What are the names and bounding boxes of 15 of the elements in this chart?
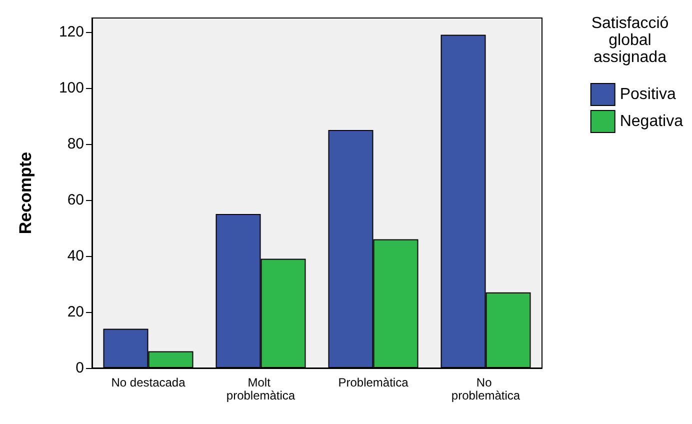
y-tick-label: 80 <box>67 136 84 152</box>
x-tick-label: No destacada <box>111 376 186 390</box>
y-tick-label: 20 <box>67 304 84 320</box>
x-tick-label: Molt problemàtica <box>226 376 296 402</box>
y-tick-label: 40 <box>67 248 84 264</box>
legend-label: Positiva <box>620 86 676 103</box>
x-tick-label: Problemàtica <box>338 376 409 390</box>
y-axis-title: Recompte <box>16 152 35 234</box>
y-tick-label: 60 <box>67 192 84 208</box>
legend-title: Satisfacció global assignada <box>591 15 669 66</box>
legend-label: Negativa <box>620 113 684 130</box>
y-tick-label: 120 <box>58 24 84 40</box>
x-tick-label: No problemàtica <box>451 376 520 402</box>
y-tick-label: 100 <box>58 80 84 96</box>
y-tick-label: 0 <box>76 360 84 376</box>
